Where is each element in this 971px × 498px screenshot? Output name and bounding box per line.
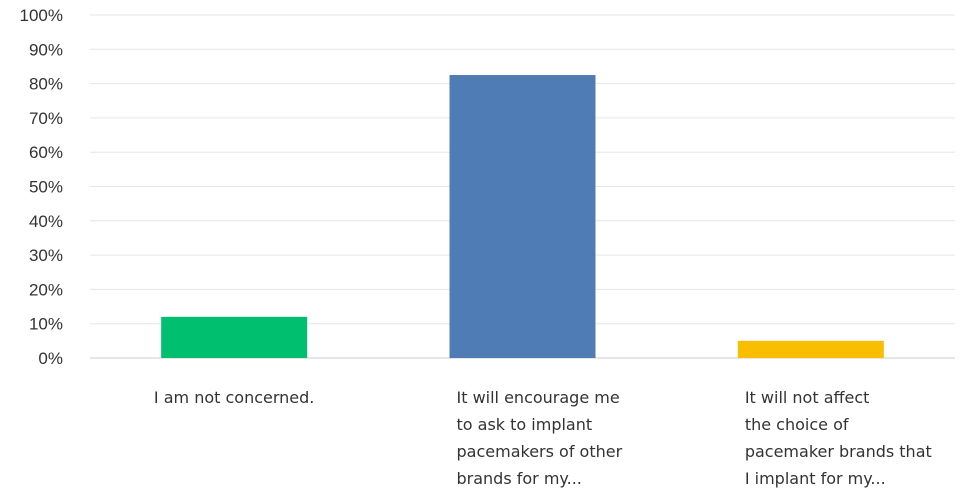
bars xyxy=(161,75,884,359)
y-tick-label: 30% xyxy=(29,246,63,265)
x-category-label: It will not affect the choice of pacemaker… xyxy=(745,388,932,488)
y-tick-label: 90% xyxy=(29,40,63,59)
bar xyxy=(449,75,596,359)
y-tick-label: 70% xyxy=(29,109,63,128)
y-tick-label: 20% xyxy=(29,280,63,299)
y-tick-label: 60% xyxy=(29,143,63,162)
y-tick-label: 10% xyxy=(29,315,63,334)
bar xyxy=(737,340,884,358)
y-tick-label: 40% xyxy=(29,212,63,231)
x-category-label: It will encourage me to ask to implant pac… xyxy=(457,388,623,488)
x-axis: I am not concerned. It will encourage me t… xyxy=(154,388,932,488)
x-category-label: I am not concerned. xyxy=(154,388,314,407)
y-axis: 0% 10% 20% 30% 40% 50% 60% 70% 80% 90% 100% xyxy=(20,6,63,368)
bar xyxy=(161,316,308,358)
y-tick-label: 100% xyxy=(20,6,63,25)
y-tick-label: 80% xyxy=(29,75,63,94)
y-tick-label: 50% xyxy=(29,178,63,197)
y-tick-label: 0% xyxy=(38,349,63,368)
